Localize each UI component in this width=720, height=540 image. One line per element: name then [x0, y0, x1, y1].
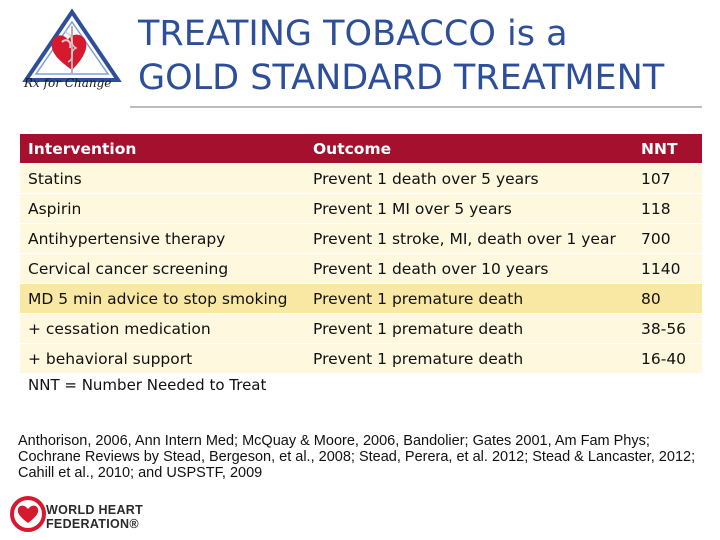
cell-outcome: Prevent 1 MI over 5 years	[305, 193, 633, 224]
cell-nnt: 118	[633, 193, 702, 224]
cell-intervention: Statins	[20, 163, 305, 194]
whf-line-1: WORLD HEART	[46, 503, 144, 517]
cell-outcome: Prevent 1 premature death	[305, 313, 633, 344]
logo-tagline: Rx for Change	[24, 76, 112, 90]
title-line-1: TREATING TOBACCO is a	[138, 14, 568, 54]
title-divider	[130, 106, 702, 108]
references: Anthorison, 2006, Ann Intern Med; McQuay…	[18, 433, 696, 481]
cell-intervention: Antihypertensive therapy	[20, 223, 305, 254]
nnt-table: Intervention Outcome NNT Statins Prevent…	[20, 134, 702, 373]
cell-nnt: 16-40	[633, 343, 702, 373]
table-row: Cervical cancer screening Prevent 1 deat…	[20, 253, 702, 284]
nnt-definition: NNT = Number Needed to Treat	[28, 376, 267, 394]
cell-outcome: Prevent 1 premature death	[305, 283, 633, 314]
cell-intervention: + cessation medication	[20, 313, 305, 344]
table-row: Aspirin Prevent 1 MI over 5 years 118	[20, 193, 702, 224]
cell-nnt: 700	[633, 223, 702, 254]
whf-wordmark: WORLD HEART FEDERATION®	[46, 503, 143, 531]
cell-nnt: 1140	[633, 253, 702, 284]
cell-intervention: MD 5 min advice to stop smoking	[20, 283, 305, 314]
table-row: + cessation medication Prevent 1 prematu…	[20, 313, 702, 344]
header-nnt: NNT	[633, 134, 702, 164]
cell-outcome: Prevent 1 premature death	[305, 343, 633, 373]
cell-outcome: Prevent 1 death over 5 years	[305, 163, 633, 194]
page-title: TREATING TOBACCO is a GOLD STANDARD TREA…	[138, 12, 708, 100]
cell-nnt: 80	[633, 283, 702, 314]
header-intervention: Intervention	[20, 134, 305, 164]
heart-caduceus-icon	[22, 8, 122, 82]
cell-intervention: Cervical cancer screening	[20, 253, 305, 284]
table-row: Antihypertensive therapy Prevent 1 strok…	[20, 223, 702, 254]
whf-line-2: FEDERATION®	[46, 517, 139, 531]
title-line-2: GOLD STANDARD TREATMENT	[138, 58, 665, 98]
heart-logo-icon	[10, 496, 46, 532]
table-row: + behavioral support Prevent 1 premature…	[20, 343, 702, 373]
table-row-highlighted: MD 5 min advice to stop smoking Prevent …	[20, 283, 702, 314]
table-header-row: Intervention Outcome NNT	[20, 134, 702, 164]
cell-nnt: 38-56	[633, 313, 702, 344]
rx-for-change-logo	[18, 8, 126, 98]
cell-outcome: Prevent 1 death over 10 years	[305, 253, 633, 284]
cell-nnt: 107	[633, 163, 702, 194]
cell-intervention: + behavioral support	[20, 343, 305, 373]
cell-intervention: Aspirin	[20, 193, 305, 224]
world-heart-federation-logo	[8, 494, 208, 534]
cell-outcome: Prevent 1 stroke, MI, death over 1 year	[305, 223, 633, 254]
table-row: Statins Prevent 1 death over 5 years 107	[20, 163, 702, 194]
header-outcome: Outcome	[305, 134, 633, 164]
